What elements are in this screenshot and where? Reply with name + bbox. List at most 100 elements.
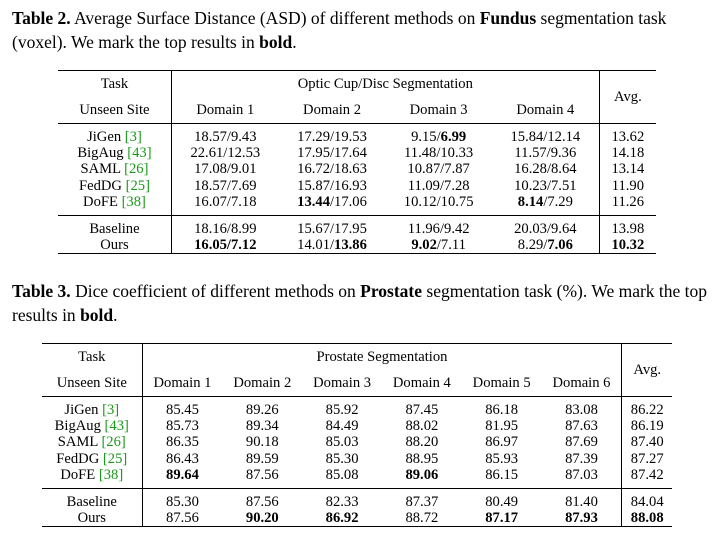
table-row: BigAug [43] 22.61/12.53 17.95/17.64 11.48/1… [58,145,656,162]
table3-avg-cell: 87.42 [630,466,664,483]
bold-value: 16.05/7.12 [194,237,257,254]
method-name-cell: SAML [26] [42,434,143,451]
table2-value-cell: 17.95/17.64 [279,145,386,161]
table2-domain-header: Domain 3 [409,101,468,118]
value-text: 14.01/ [297,237,335,254]
table2-value-cell: 11.96/9.42 [385,221,492,237]
table3-avg-cell: 88.08 [630,510,664,527]
citation-link[interactable]: [3] [124,129,142,145]
method-name: JiGen [64,402,99,418]
method-name: JiGen [87,129,122,145]
citation-link[interactable]: [3] [102,402,120,418]
value-text: 17.08/9.01 [194,161,257,178]
value-text: 15.87/16.93 [297,177,367,194]
table2-value-cell: 15.84/12.14 [491,129,600,146]
table-row: DoFE [38] 16.07/7.18 13.44/17.06 10.12/10.7… [58,193,656,211]
table3-value-cell: 87.56 [166,510,199,527]
table-row: DoFE [38] 89.64 87.56 85.08 89.06 86.15 87.03 8… [42,466,672,484]
value-text: 17.29/19.53 [297,129,367,145]
table3-caption-bold2: bold [80,305,114,325]
citation-link[interactable]: [26] [101,434,126,451]
method-name-cell: Ours [58,237,172,254]
table2-avg-header: Avg. [614,88,642,105]
table2-avg-cell: 13.98 [611,221,645,238]
table3-value-cell: 87.17 [485,510,519,527]
value-text: 15.84/12.14 [510,129,581,145]
method-name-cell: JiGen [3] [58,129,172,146]
method-name-cell: BigAug [43] [42,418,143,435]
table3-avg-cell: 86.22 [630,402,664,418]
table-row: Ours 16.05/7.12 14.01/13.86 9.02/7.11 8.29/7… [58,237,656,254]
table2-value-cell: 9.15/6.99 [385,129,492,145]
table2-value-cell: 16.07/7.18 [171,194,278,210]
value-text: /7.29 [543,193,573,210]
table3-label: Table 3. [12,281,71,301]
table2-avg-cell: 13.62 [611,129,645,145]
value-text: 8.29/ [517,237,548,254]
table2-domain-header: Domain 2 [303,101,361,118]
citation-link[interactable]: [25] [125,177,150,194]
value-text: 11.96/9.42 [407,221,470,238]
table3-domain-header: Domain 5 [472,374,531,391]
table3-caption-end: . [113,305,118,325]
citation-link[interactable]: [43] [127,145,152,162]
table3-value-cell: 87.45 [405,402,439,418]
table3-avg-cell: 87.27 [630,450,664,467]
value-text: /7.11 [436,237,466,254]
table3-domain-header: Domain 2 [233,374,292,391]
table3-value-cell: 81.40 [541,494,623,511]
value-text: 16.72/18.63 [297,161,367,178]
table-row: JiGen [3] 85.45 89.26 85.92 87.45 86.18 83.08 8… [42,402,672,419]
table3-value-cell: 85.92 [325,402,359,418]
citation-link[interactable]: [38] [98,466,124,483]
table3-unseen-header: Unseen Site [42,370,143,397]
table2-value-cell: 16.05/7.12 [171,237,278,254]
table2-caption-bold: Fundus [479,8,537,28]
table3-value-cell: 88.02 [405,418,439,435]
table3-value-cell: 84.49 [325,418,359,435]
table2-value-cell: 8.14/7.29 [491,193,600,211]
method-name: FedDG [78,177,122,194]
table2-value-cell: 15.87/16.93 [279,178,386,194]
table2-value-cell: 11.57/9.36 [491,145,600,162]
value-text: 10.12/10.75 [403,193,474,210]
method-name: FedDG [56,450,100,467]
table2-value-cell: 18.57/7.69 [171,178,278,194]
citation-link[interactable]: [25] [102,450,128,467]
value-text: 10.23/7.51 [514,177,577,194]
value-text: 11.48/10.33 [404,145,474,162]
table3-caption-text: Dice coefficient of different methods on [70,281,361,301]
table3-value-cell: 86.92 [325,510,359,527]
table2-value-cell: 15.67/17.95 [279,221,386,237]
table3: Task Prostate Segmentation Avg. Unseen S… [42,343,672,527]
table3-value-cell: 85.30 [325,450,359,467]
method-name-cell: DoFE [38] [58,193,172,211]
value-text: 15.67/17.95 [297,221,367,238]
table3-value-cell: 86.18 [485,402,519,418]
table2-value-cell: 14.01/13.86 [279,237,386,254]
method-name: SAML [80,161,121,178]
table3-value-cell: 85.93 [485,450,519,467]
table3-value-cell: 87.56 [245,494,279,511]
table3-value-cell: 88.20 [405,434,439,451]
value-text: 11.57/9.36 [514,145,577,162]
method-name: DoFE [60,466,96,483]
table2-avg-cell: 14.18 [611,145,645,162]
table2-value-cell: 13.44/17.06 [279,194,386,210]
citation-link[interactable]: [26] [124,161,149,178]
citation-link[interactable]: [38] [121,193,146,210]
method-name-cell: Baseline [42,494,143,511]
table3-value-cell: 89.59 [245,450,279,467]
table-row: FedDG [25] 18.57/7.69 15.87/16.93 11.09/7.2… [58,177,656,194]
table3-value-cell: 87.03 [541,466,623,484]
bold-value: 8.14 [517,193,544,210]
table2-value-cell: 18.16/8.99 [171,221,278,237]
table2-value-cell: 11.09/7.28 [385,178,492,194]
bold-value: 9.02 [411,237,437,254]
method-name-cell: Ours [42,510,143,527]
citation-link[interactable]: [43] [104,418,129,435]
method-name: DoFE [83,193,118,210]
table-row: FedDG [25] 86.43 89.59 85.30 88.95 85.93 87.39… [42,450,672,467]
value-text: 11.09/7.28 [407,177,470,194]
table2-value-cell: 22.61/12.53 [171,145,278,161]
